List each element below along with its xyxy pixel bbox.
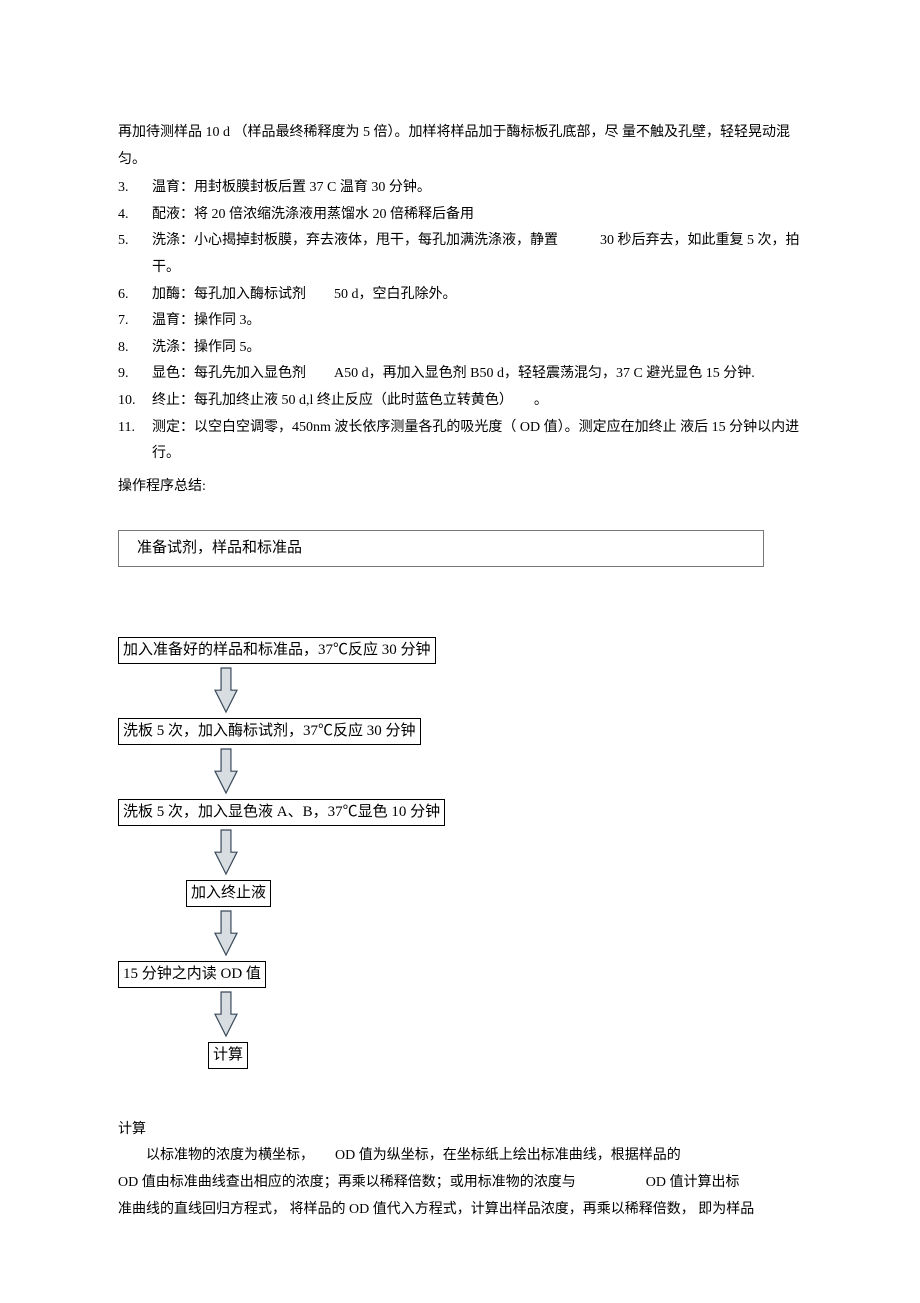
step-number: 5. (118, 228, 152, 281)
step-number: 10. (118, 388, 152, 415)
step-text: 洗涤：操作同 5。 (152, 335, 802, 362)
flowchart-node: 洗板 5 次，加入显色液 A、B，37℃显色 10 分钟 (118, 799, 445, 826)
step-item: 3.温育：用封板膜封板后置 37 C 温育 30 分钟。 (118, 175, 802, 202)
step-number: 8. (118, 335, 152, 362)
summary-label: 操作程序总结: (118, 474, 802, 501)
step-text: 温育：操作同 3。 (152, 308, 802, 335)
flowchart-node: 计算 (208, 1042, 248, 1069)
step-number: 11. (118, 415, 152, 468)
flowchart: 加入准备好的样品和标准品，37℃反应 30 分钟洗板 5 次，加入酶标试剂，37… (118, 637, 802, 1069)
procedure-steps-list: 3.温育：用封板膜封板后置 37 C 温育 30 分钟。4.配液：将 20 倍浓… (118, 175, 802, 468)
step-text: 测定：以空白空调零，450nm 波长依序测量各孔的吸光度（ OD 值）。测定应在… (152, 415, 802, 468)
step-number: 9. (118, 361, 152, 388)
step-item: 11.测定：以空白空调零，450nm 波长依序测量各孔的吸光度（ OD 值）。测… (118, 415, 802, 468)
flowchart-node: 加入准备好的样品和标准品，37℃反应 30 分钟 (118, 637, 436, 664)
flowchart-arrow (118, 907, 802, 961)
step-item: 10.终止：每孔加终止液 50 d,l 终止反应（此时蓝色立转黄色） 。 (118, 388, 802, 415)
calc-title: 计算 (118, 1117, 802, 1144)
flowchart-arrow (118, 664, 802, 718)
step-number: 6. (118, 282, 152, 309)
step-item: 7.温育：操作同 3。 (118, 308, 802, 335)
step-text: 终止：每孔加终止液 50 d,l 终止反应（此时蓝色立转黄色） 。 (152, 388, 802, 415)
step-text: 显色：每孔先加入显色剂 A50 d，再加入显色剂 B50 d，轻轻震荡混匀，37… (152, 361, 802, 388)
calc-line: 准曲线的直线回归方程式， 将样品的 OD 值代入方程式，计算出样品浓度，再乘以稀… (118, 1197, 802, 1224)
flowchart-arrow (118, 826, 802, 880)
step-text: 加酶：每孔加入酶标试剂 50 d，空白孔除外。 (152, 282, 802, 309)
document-page: 再加待测样品 10 d （样品最终稀释度为 5 倍）。加样将样品加于酶标板孔底部… (0, 0, 920, 1283)
step-text: 洗涤：小心揭掉封板膜，弃去液体，甩干，每孔加满洗涤液，静置 30 秒后弃去，如此… (152, 228, 802, 281)
flowchart-node: 洗板 5 次，加入酶标试剂，37℃反应 30 分钟 (118, 718, 421, 745)
step-item: 6.加酶：每孔加入酶标试剂 50 d，空白孔除外。 (118, 282, 802, 309)
intro-paragraph: 再加待测样品 10 d （样品最终稀释度为 5 倍）。加样将样品加于酶标板孔底部… (118, 120, 802, 173)
flowchart-node: 加入终止液 (186, 880, 271, 907)
step-item: 8.洗涤：操作同 5。 (118, 335, 802, 362)
calc-body: 以标准物的浓度为横坐标， OD 值为纵坐标，在坐标纸上绘出标准曲线，根据样品的O… (118, 1143, 802, 1223)
step-number: 4. (118, 202, 152, 229)
step-text: 配液：将 20 倍浓缩洗涤液用蒸馏水 20 倍稀释后备用 (152, 202, 802, 229)
calc-line: 以标准物的浓度为横坐标， OD 值为纵坐标，在坐标纸上绘出标准曲线，根据样品的 (118, 1143, 802, 1170)
step-number: 3. (118, 175, 152, 202)
flowchart-arrow (118, 745, 802, 799)
step-text: 温育：用封板膜封板后置 37 C 温育 30 分钟。 (152, 175, 802, 202)
step-item: 4.配液：将 20 倍浓缩洗涤液用蒸馏水 20 倍稀释后备用 (118, 202, 802, 229)
step-item: 5.洗涤：小心揭掉封板膜，弃去液体，甩干，每孔加满洗涤液，静置 30 秒后弃去，… (118, 228, 802, 281)
summary-box: 准备试剂，样品和标准品 (118, 530, 764, 567)
flowchart-node: 15 分钟之内读 OD 值 (118, 961, 266, 988)
step-item: 9.显色：每孔先加入显色剂 A50 d，再加入显色剂 B50 d，轻轻震荡混匀，… (118, 361, 802, 388)
step-number: 7. (118, 308, 152, 335)
calc-line: OD 值由标准曲线查出相应的浓度；再乘以稀释倍数；或用标准物的浓度与 OD 值计… (118, 1170, 802, 1197)
flowchart-arrow (118, 988, 802, 1042)
